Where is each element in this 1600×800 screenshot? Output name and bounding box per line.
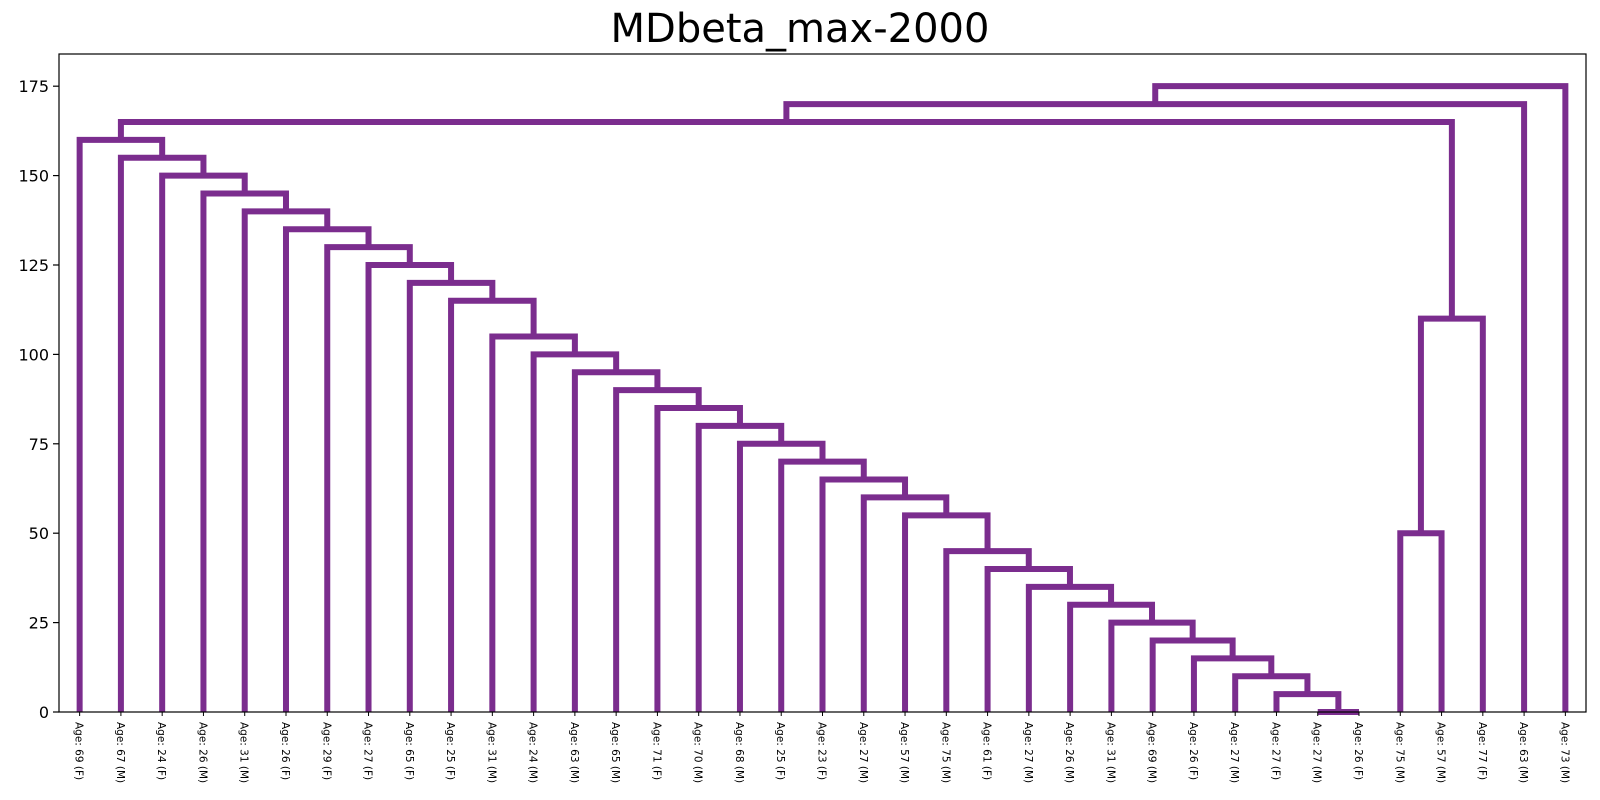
leaf-label: Age: 73 (M)	[1558, 722, 1570, 783]
dendrogram-link	[1152, 83, 1569, 712]
leaf-label: Age: 77 (F)	[1476, 722, 1488, 780]
dendrogram-link	[984, 565, 1073, 712]
dendrogram-link	[489, 333, 578, 712]
leaf-label: Age: 65 (F)	[403, 722, 415, 780]
leaf-label: Age: 31 (M)	[485, 722, 497, 783]
leaf-label: Age: 63 (M)	[568, 722, 580, 783]
dendrogram-link	[654, 405, 743, 712]
leaf-label: Age: 25 (F)	[774, 722, 786, 780]
leaf-label: Age: 57 (M)	[1435, 722, 1447, 783]
y-tick-label: 0	[39, 703, 49, 722]
leaf-label: Age: 31 (M)	[238, 722, 250, 783]
y-tick-label: 125	[18, 256, 49, 275]
leaf-label: Age: 67 (M)	[114, 722, 126, 783]
y-tick-label: 50	[29, 524, 49, 543]
leaf-label: Age: 25 (F)	[444, 722, 456, 780]
dendrogram-link	[324, 244, 413, 712]
leaf-label: Age: 27 (M)	[1228, 722, 1240, 783]
leaf-label: Age: 63 (M)	[1517, 722, 1529, 783]
leaf-label: Age: 26 (F)	[1187, 722, 1199, 780]
leaf-label: Age: 75 (M)	[1393, 722, 1405, 783]
leaf-label: Age: 68 (M)	[733, 722, 745, 783]
leaf-label: Age: 61 (F)	[981, 722, 993, 780]
leaf-label: Age: 31 (M)	[1104, 722, 1116, 783]
chart-title: MDbeta_max-2000	[610, 6, 990, 52]
dendrogram-link	[860, 494, 950, 712]
leaf-label: Age: 57 (M)	[898, 722, 910, 783]
leaf-label: Age: 65 (M)	[609, 722, 621, 783]
x-axis-leaf-labels: Age: 69 (F) Age: 67 (M) Age: 24 (F) Age: 26…	[73, 712, 1570, 783]
dendrogram-link	[117, 118, 1455, 319]
y-tick-label: 150	[18, 167, 49, 186]
y-tick-label: 100	[18, 345, 49, 364]
leaf-label: Age: 27 (F)	[362, 722, 374, 780]
dendrogram-link	[159, 172, 248, 712]
dendrogram-link	[1190, 655, 1275, 712]
dendrogram-link	[406, 279, 496, 712]
leaf-label: Age: 27 (F)	[1269, 722, 1281, 780]
leaf-label: Age: 26 (F)	[279, 722, 291, 780]
leaf-label: Age: 24 (M)	[527, 722, 539, 783]
leaf-label: Age: 27 (M)	[1022, 722, 1034, 783]
dendrogram-link	[571, 369, 661, 712]
leaf-label: Age: 69 (M)	[1146, 722, 1158, 783]
dendrogram-link	[117, 154, 207, 712]
leaf-label: Age: 24 (F)	[155, 722, 167, 780]
y-tick-label: 75	[29, 435, 49, 454]
leaf-label: Age: 23 (F)	[816, 722, 828, 780]
dendrogram-link	[1397, 530, 1445, 712]
dendrogram-link	[1417, 315, 1486, 712]
y-axis: 0 25 50 75 100 125 150 175	[18, 77, 59, 722]
y-tick-label: 25	[29, 614, 49, 633]
leaf-label: Age: 27 (M)	[857, 722, 869, 783]
y-tick-label: 175	[18, 77, 49, 96]
dendrogram-link	[1273, 691, 1342, 712]
leaf-label: Age: 71 (F)	[650, 722, 662, 780]
dendrogram-link	[241, 208, 331, 712]
dendrogram-link	[778, 458, 867, 712]
leaf-label: Age: 70 (M)	[692, 722, 704, 783]
leaf-label: Age: 75 (M)	[939, 722, 951, 783]
leaf-label: Age: 26 (M)	[196, 722, 208, 783]
dendrogram-links	[76, 83, 1569, 715]
leaf-label: Age: 69 (F)	[73, 722, 85, 780]
leaf-label: Age: 26 (M)	[1063, 722, 1075, 783]
dendrogram-link	[1108, 619, 1196, 712]
leaf-label: Age: 26 (F)	[1352, 722, 1364, 780]
leaf-label: Age: 27 (M)	[1311, 722, 1323, 783]
leaf-label: Age: 29 (F)	[320, 722, 332, 780]
